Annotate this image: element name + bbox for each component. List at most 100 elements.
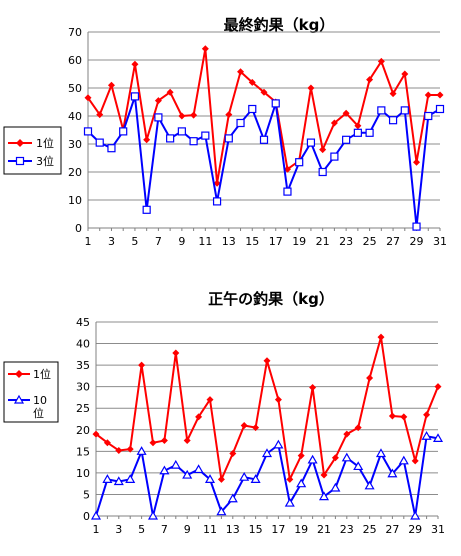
data-point <box>160 437 168 445</box>
data-point <box>365 128 374 137</box>
data-point <box>283 187 292 196</box>
data-point <box>354 424 362 432</box>
y-tick-label: 10 <box>76 467 90 480</box>
data-point <box>400 413 408 421</box>
data-point <box>377 106 386 115</box>
data-point <box>309 384 317 392</box>
data-point <box>252 424 260 432</box>
data-point <box>388 116 398 125</box>
data-point <box>189 137 198 146</box>
data-point <box>195 413 203 421</box>
y-tick-label: 40 <box>76 338 90 351</box>
y-tick-label: 45 <box>76 316 90 329</box>
data-point <box>330 482 341 492</box>
data-point <box>172 349 180 357</box>
data-point <box>154 97 162 105</box>
chart-2-legend-label-2: 10 位 <box>33 394 51 420</box>
data-point <box>125 474 136 483</box>
data-point <box>398 455 409 465</box>
data-point <box>389 90 397 98</box>
data-point <box>271 99 280 108</box>
x-tick-label: 31 <box>433 235 447 248</box>
data-point <box>154 113 163 122</box>
data-point <box>364 480 375 490</box>
series-line-2 <box>95 435 439 517</box>
x-tick-label: 27 <box>386 235 400 248</box>
data-point <box>83 127 93 136</box>
data-point <box>250 474 261 483</box>
x-tick-label: 5 <box>131 235 138 248</box>
chart-1-legend-label-2: 3位 <box>36 154 54 168</box>
x-tick-label: 31 <box>431 523 445 536</box>
x-tick-label: 29 <box>410 235 424 248</box>
chart-1-series <box>83 45 445 231</box>
chart-1-x-ticks: 1 3 5 7 9 11 13 15 17 19 21 23 25 27 29 31 <box>85 228 447 248</box>
data-point <box>432 433 444 442</box>
data-point <box>366 76 374 84</box>
data-point <box>190 111 198 119</box>
data-point <box>320 471 328 479</box>
data-point <box>263 357 271 365</box>
chart-1-gridlines <box>87 31 440 229</box>
chart-1-legend-marker-2 <box>15 156 25 166</box>
data-point <box>307 454 318 464</box>
chart-1-legend-marker-1 <box>16 139 24 147</box>
data-point <box>201 131 210 140</box>
data-point <box>342 135 351 144</box>
data-point <box>183 437 191 445</box>
chart-1-legend: 1位 3位 <box>3 126 62 175</box>
data-point <box>273 439 284 449</box>
data-point <box>261 448 273 458</box>
y-tick-label: 50 <box>68 82 82 95</box>
data-point <box>412 222 421 231</box>
x-tick-label: 25 <box>363 235 377 248</box>
data-point <box>354 122 362 130</box>
x-tick-label: 3 <box>108 235 115 248</box>
x-tick-label: 9 <box>184 523 191 536</box>
data-point <box>131 60 139 68</box>
data-point <box>331 454 339 462</box>
data-point <box>375 448 387 458</box>
data-point <box>343 430 351 438</box>
data-point <box>126 445 134 453</box>
data-point <box>166 134 175 143</box>
data-point <box>307 84 315 92</box>
chart-1-y-ticks: 0 10 20 30 40 50 60 70 <box>68 26 82 235</box>
data-point <box>401 70 409 78</box>
data-point <box>237 68 245 76</box>
data-point <box>90 510 102 520</box>
chart-1-legend-label-1: 1位 <box>36 136 54 150</box>
y-tick-label: 60 <box>68 54 82 67</box>
chart-2-legend-box <box>3 361 59 423</box>
data-point <box>138 361 146 369</box>
data-point <box>113 476 124 486</box>
data-point <box>259 135 269 144</box>
y-tick-label: 40 <box>68 110 82 123</box>
data-point <box>411 457 419 465</box>
x-tick-label: 9 <box>178 235 185 248</box>
chart-2-legend-marker-2 <box>13 394 25 404</box>
data-point <box>424 91 432 99</box>
chart-2-series <box>90 333 444 520</box>
y-tick-label: 30 <box>68 138 82 151</box>
x-tick-label: 19 <box>294 523 308 536</box>
x-tick-label: 25 <box>363 523 377 536</box>
data-point <box>248 78 256 86</box>
data-point <box>342 109 350 117</box>
data-point <box>410 510 421 520</box>
chart-2-legend: 1位 10 位 <box>3 361 59 423</box>
y-tick-label: 20 <box>68 166 82 179</box>
y-tick-label: 15 <box>76 445 90 458</box>
x-tick-label: 15 <box>245 235 259 248</box>
data-point <box>206 396 214 404</box>
data-point <box>353 128 362 137</box>
data-point <box>212 197 222 206</box>
data-point <box>377 333 385 341</box>
y-tick-label: 25 <box>76 402 90 415</box>
data-point <box>274 396 282 404</box>
data-point <box>92 430 100 438</box>
data-point <box>400 106 409 115</box>
data-point <box>130 92 140 101</box>
data-point <box>436 91 444 99</box>
